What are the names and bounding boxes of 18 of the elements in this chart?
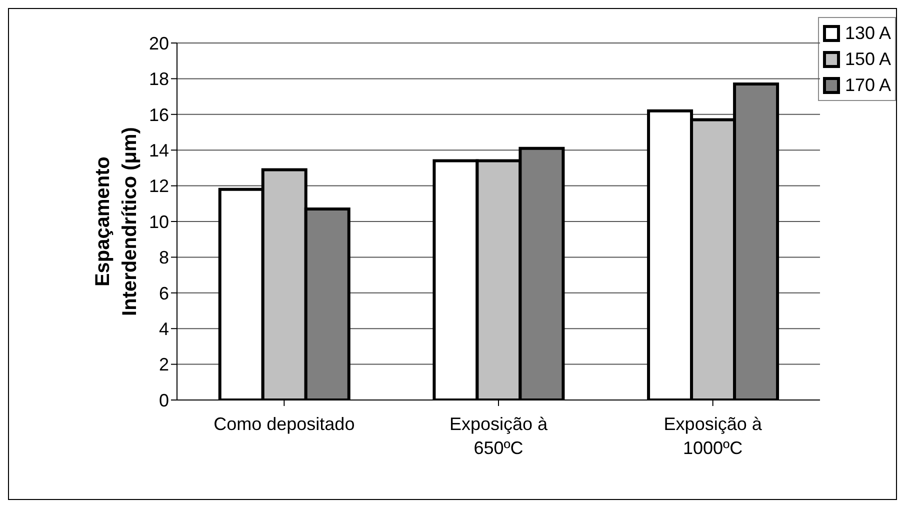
x-tick-label: Exposição à 650ºC <box>449 414 549 458</box>
x-tick-label: Exposição à 1000ºC <box>664 414 763 458</box>
y-tick-label: 12 <box>148 176 169 196</box>
y-tick-label: 18 <box>148 69 169 90</box>
y-axis-title: Espaçamento Interdendrítico (μm) <box>92 127 141 316</box>
y-tick-label: 14 <box>148 140 169 160</box>
y-tick-label: 4 <box>158 318 169 339</box>
y-tick-label: 8 <box>158 248 169 268</box>
legend-label: 170 A <box>844 74 891 96</box>
x-tick-label: Como depositado <box>214 414 355 434</box>
legend-label: 130 A <box>844 22 891 44</box>
y-tick-label: 10 <box>148 212 169 232</box>
legend-label: 150 A <box>844 48 891 70</box>
y-tick-label: 2 <box>158 354 169 375</box>
y-tick-label: 16 <box>148 104 169 125</box>
y-tick-label: 6 <box>158 283 169 304</box>
y-tick-label: 20 <box>148 33 169 54</box>
y-tick-label: 0 <box>158 390 169 410</box>
